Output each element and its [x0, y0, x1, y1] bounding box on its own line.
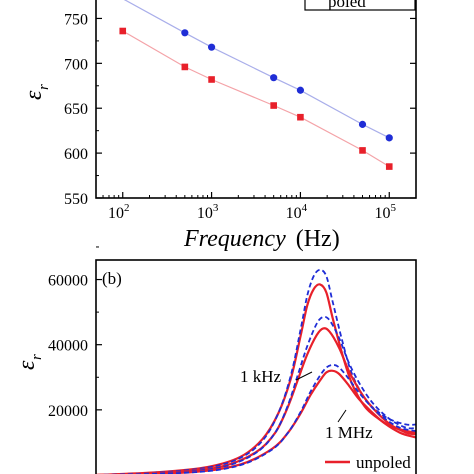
- panel-b-annotation-1khz: 1 kHz: [240, 367, 282, 386]
- panel-a-y-tick-label: 550: [64, 191, 88, 208]
- panel-b-curve-red-solid: [96, 327, 416, 474]
- panel-a-point-blue-circle: [207, 43, 216, 51]
- panel-a-x-ticks: 102 103 104 105: [95, 192, 417, 222]
- panel-b-y-tick-label: 60000: [48, 273, 88, 290]
- panel-a-point-red-square: [359, 147, 366, 154]
- panel-a-point-blue-circle: [296, 86, 305, 94]
- panel-b-y-tick-label: 20000: [48, 403, 88, 420]
- panel-a-x-tick-label: 104: [286, 202, 308, 222]
- panel-a-x-axis-label: Frequency (Hz): [183, 226, 340, 252]
- panel-b-y-axis-label: ε r: [14, 354, 45, 370]
- panel-b-arrow-1khz: [295, 371, 313, 381]
- panel-b-legend: unpoled: [325, 453, 411, 472]
- panel-a-point-blue-circle: [385, 134, 393, 142]
- panel-a-y-tick-label: 750: [64, 11, 88, 28]
- panel-a-point-red-square: [385, 163, 393, 170]
- panel-a-point-red-square: [181, 63, 189, 71]
- panel-b-y-tick-label: 40000: [48, 338, 88, 355]
- panel-a-legend-box: [304, 0, 416, 11]
- panel-b-curves: [96, 268, 416, 474]
- panel-b-arrow-1mhz: [337, 409, 347, 423]
- panel-a-fit-lines: [122, 0, 390, 168]
- panel-b-ylabel-sub: r: [29, 354, 45, 360]
- panel-a-fit-line-red: [122, 30, 390, 168]
- panel-a-point-red-square: [208, 76, 215, 83]
- panel-a-x-tick-label: 105: [375, 202, 397, 222]
- panel-a-y-axis-label: ε r: [21, 84, 52, 100]
- panel-a-point-red-square: [270, 102, 277, 109]
- panel-a-point-blue-circle: [270, 74, 278, 82]
- panel-b: 20000 40000 60000 (b) ε r 1 kHz 1 MHz unpo…: [14, 246, 417, 474]
- panel-b-ylabel-symbol: ε: [14, 360, 40, 370]
- panel-a-ylabel-sub: r: [36, 84, 52, 90]
- panel-a-fit-line-blue: [123, 0, 390, 139]
- panel-a-y-tick-label: 700: [64, 56, 88, 73]
- panel-a-x-tick-label: 102: [108, 202, 130, 222]
- panel-a-legend: poled: [304, 0, 416, 11]
- panel-a-y-tick-label: 600: [64, 146, 88, 163]
- panel-a: 550 600 650 700 750 102 103 104 105 poled ε r F…: [21, 0, 417, 252]
- panel-b-annotation-1mhz: 1 MHz: [325, 423, 373, 442]
- panel-a-point-blue-circle: [358, 120, 367, 128]
- panel-b-curve-blue-dashed: [99, 315, 416, 474]
- panel-b-plot-frame: [95, 259, 417, 474]
- panel-a-point-red-square: [297, 113, 304, 121]
- panel-a-plot-frame: [95, 0, 417, 199]
- panel-a-point-red-square: [119, 27, 127, 35]
- panel-b-label: (b): [102, 269, 122, 288]
- panel-a-y-ticks: 550 600 650 700 750: [64, 11, 416, 208]
- panel-a-point-blue-circle: [181, 29, 189, 37]
- panel-b-legend-unpoled-label: unpoled: [356, 453, 411, 472]
- panel-a-data-points: [119, 27, 393, 170]
- panel-a-ylabel-symbol: ε: [21, 90, 47, 100]
- panel-b-y-ticks: 20000 40000 60000: [48, 246, 102, 420]
- panel-a-x-tick-label: 103: [197, 202, 219, 222]
- panel-a-legend-label: poled: [328, 0, 366, 11]
- panel-a-y-tick-label: 650: [64, 101, 88, 118]
- panel-b-curve-blue-dashed: [100, 363, 416, 474]
